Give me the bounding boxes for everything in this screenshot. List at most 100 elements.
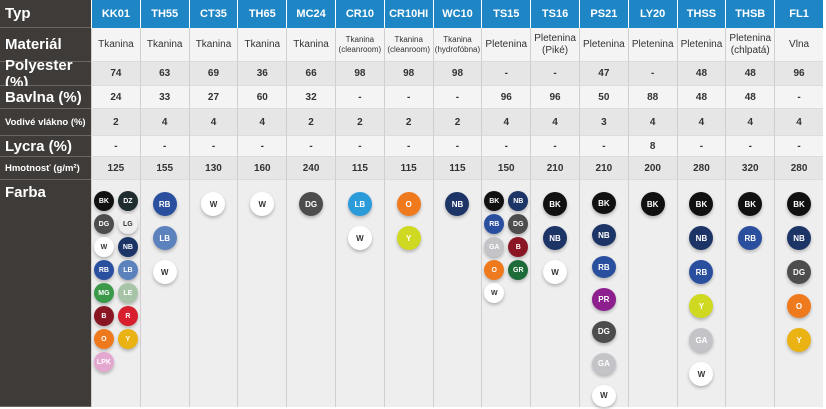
- color-swatches: W: [237, 180, 286, 407]
- color-swatch-w: W: [484, 283, 504, 303]
- cell-bavlna: 48: [677, 86, 726, 109]
- color-swatch-lb: LB: [153, 226, 177, 250]
- column-header: FL1: [774, 0, 823, 28]
- cell-lycra: -: [140, 136, 189, 157]
- color-swatch-lg: LG: [118, 214, 138, 234]
- cell-bavlna: 32: [286, 86, 335, 109]
- cell-polyester: 48: [677, 62, 726, 86]
- color-swatches: NB: [433, 180, 482, 407]
- color-swatch-y: Y: [118, 329, 138, 349]
- cell-bavlna: 96: [530, 86, 579, 109]
- color-swatch-nb: NB: [787, 226, 811, 250]
- color-swatch-bk: BK: [689, 192, 713, 216]
- column-header: CT35: [189, 0, 238, 28]
- color-swatch-rb: RB: [689, 260, 713, 284]
- cell-lycra: 8: [628, 136, 677, 157]
- color-swatch-bk: BK: [738, 192, 762, 216]
- color-swatch-dg: DG: [592, 321, 616, 343]
- column-header: PS21: [579, 0, 628, 28]
- color-swatch-w: W: [250, 192, 274, 216]
- cell-bavlna: 50: [579, 86, 628, 109]
- cell-hmotnost: 280: [774, 157, 823, 180]
- color-swatch-dg: DG: [299, 192, 323, 216]
- color-swatch-w: W: [348, 226, 372, 250]
- color-swatch-dg: DG: [508, 214, 528, 234]
- column-header: CR10HI: [384, 0, 433, 28]
- color-swatches: BK NB W: [530, 180, 579, 407]
- color-swatch-rb: RB: [153, 192, 177, 216]
- color-swatch-rb: RB: [592, 256, 616, 278]
- color-swatch-b: B: [508, 237, 528, 257]
- cell-hmotnost: 115: [433, 157, 482, 180]
- cell-polyester: -: [530, 62, 579, 86]
- cell-polyester: 74: [91, 62, 140, 86]
- color-swatch-nb: NB: [543, 226, 567, 250]
- color-swatch-bk: BK: [543, 192, 567, 216]
- color-swatch-bk: BK: [592, 192, 616, 214]
- color-swatch-o: O: [787, 294, 811, 318]
- color-swatch-rb: RB: [484, 214, 504, 234]
- color-swatch-bk: BK: [641, 192, 665, 216]
- cell-material: Pletenina: [677, 28, 726, 62]
- cell-lycra: -: [237, 136, 286, 157]
- cell-bavlna: -: [433, 86, 482, 109]
- color-swatch-nb: NB: [592, 224, 616, 246]
- cell-material: Pletenina: [481, 28, 530, 62]
- cell-vodive: 2: [433, 109, 482, 136]
- column-header: TH55: [140, 0, 189, 28]
- color-swatch-rb: RB: [738, 226, 762, 250]
- cell-hmotnost: 150: [481, 157, 530, 180]
- cell-polyester: -: [628, 62, 677, 86]
- cell-hmotnost: 240: [286, 157, 335, 180]
- cell-hmotnost: 210: [530, 157, 579, 180]
- cell-material: Tkanina: [189, 28, 238, 62]
- cell-lycra: -: [579, 136, 628, 157]
- cell-vodive: 4: [725, 109, 774, 136]
- cell-vodive: 4: [530, 109, 579, 136]
- row-label-bavlna: Bavlna (%): [0, 86, 91, 109]
- cell-hmotnost: 130: [189, 157, 238, 180]
- cell-hmotnost: 160: [237, 157, 286, 180]
- row-label-typ: Typ: [0, 0, 91, 28]
- cell-bavlna: 24: [91, 86, 140, 109]
- color-swatch-bk: BK: [787, 192, 811, 216]
- column-header: THSS: [677, 0, 726, 28]
- cell-hmotnost: 155: [140, 157, 189, 180]
- color-swatch-bk: BK: [94, 191, 114, 211]
- color-swatch-dg: DG: [787, 260, 811, 284]
- column-header: CR10: [335, 0, 384, 28]
- color-swatch-ga: GA: [689, 328, 713, 352]
- column-header: THSB: [725, 0, 774, 28]
- row-label-hmotnost: Hmotnosť (g/m²): [0, 157, 91, 180]
- cell-lycra: -: [384, 136, 433, 157]
- color-swatch-nb: NB: [689, 226, 713, 250]
- cell-polyester: 47: [579, 62, 628, 86]
- cell-material: Pletenina (chlpatá): [725, 28, 774, 62]
- color-swatch-nb: NB: [508, 191, 528, 211]
- color-swatch-ga: GA: [484, 237, 504, 257]
- cell-vodive: 2: [384, 109, 433, 136]
- color-swatches: BK RB: [725, 180, 774, 407]
- cell-lycra: -: [91, 136, 140, 157]
- color-swatch-mg: MG: [94, 283, 114, 303]
- cell-material: Pletenina: [628, 28, 677, 62]
- cell-vodive: 3: [579, 109, 628, 136]
- row-label-polyester: Polyester (%): [0, 62, 91, 86]
- cell-material: Tkanina: [237, 28, 286, 62]
- cell-polyester: 66: [286, 62, 335, 86]
- cell-polyester: 69: [189, 62, 238, 86]
- color-swatch-nb: NB: [445, 192, 469, 216]
- cell-vodive: 2: [91, 109, 140, 136]
- cell-polyester: -: [481, 62, 530, 86]
- cell-lycra: -: [481, 136, 530, 157]
- cell-bavlna: 60: [237, 86, 286, 109]
- cell-vodive: 4: [774, 109, 823, 136]
- cell-lycra: -: [530, 136, 579, 157]
- cell-vodive: 4: [628, 109, 677, 136]
- color-swatch-w: W: [543, 260, 567, 284]
- cell-material: Tkanina: [140, 28, 189, 62]
- column-header: TS16: [530, 0, 579, 28]
- color-swatch-dg: DG: [94, 214, 114, 234]
- cell-material: Vlna: [774, 28, 823, 62]
